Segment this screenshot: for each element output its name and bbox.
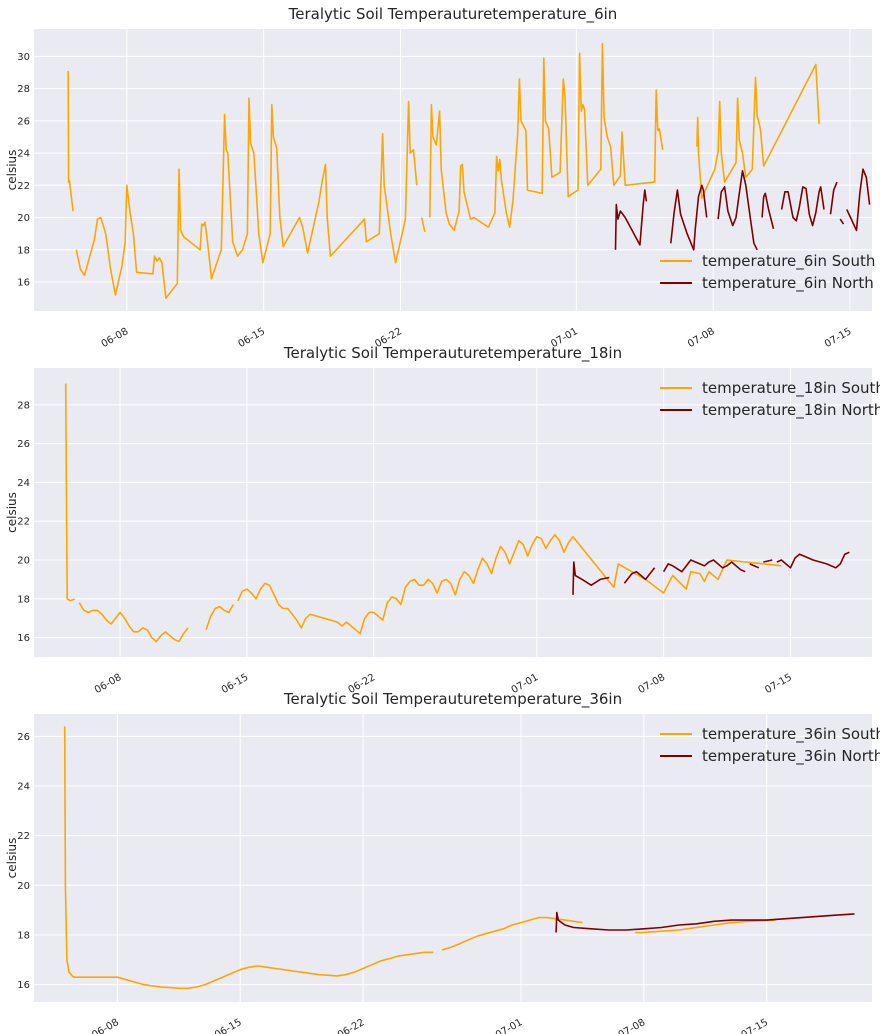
- y-axis-label: celsius: [5, 838, 19, 879]
- series-group: [67, 42, 871, 299]
- series-line: [67, 42, 820, 299]
- y-tick-label: 18: [17, 594, 30, 605]
- series-line: [64, 383, 782, 643]
- plot-background: [34, 714, 872, 1002]
- legend: temperature_6in South temperature_6in Nor…: [660, 252, 875, 293]
- x-tick-label: 07-08: [636, 672, 667, 696]
- y-tick-label: 28: [17, 84, 30, 95]
- legend-label: temperature_36in South: [702, 725, 880, 744]
- y-tick-label: 16: [17, 980, 30, 991]
- y-tick-label: 24: [17, 782, 30, 793]
- chart-title: Teralytic Soil Temperauturetemperature_6…: [288, 5, 618, 24]
- series-group: [63, 726, 855, 990]
- x-tick-label: 06-15: [213, 1017, 244, 1034]
- chart-title: Teralytic Soil Temperauturetemperature_3…: [283, 690, 622, 709]
- x-tick-label: 06-08: [93, 672, 124, 696]
- x-tick-label: 07-15: [763, 672, 794, 696]
- y-tick-label: 22: [17, 831, 30, 842]
- legend: temperature_36in South temperature_36in N…: [660, 725, 880, 766]
- y-tick-label: 24: [17, 478, 30, 489]
- x-tick-label: 07-15: [823, 326, 854, 350]
- y-tick-label: 20: [17, 556, 30, 567]
- x-tick-label: 06-08: [100, 326, 131, 350]
- y-tick-label: 30: [17, 52, 30, 63]
- series-line: [614, 168, 871, 251]
- y-tick-label: 28: [17, 400, 30, 411]
- y-tick-label: 24: [17, 149, 30, 160]
- series-line: [63, 726, 776, 990]
- legend: temperature_18in South temperature_18in N…: [660, 379, 880, 420]
- x-tick-label: 06-22: [336, 1017, 367, 1034]
- legend-label: temperature_6in South: [702, 252, 875, 271]
- legend-label: temperature_18in North: [702, 401, 880, 420]
- y-tick-label: 22: [17, 181, 30, 192]
- x-tick-label: 06-08: [90, 1017, 121, 1034]
- y-tick-label: 26: [17, 732, 30, 743]
- y-tick-label: 20: [17, 213, 30, 224]
- series-line: [555, 911, 855, 933]
- series-line: [572, 551, 850, 595]
- x-tick-label: 07-01: [494, 1017, 525, 1034]
- legend-label: temperature_36in North: [702, 747, 880, 766]
- y-axis-label: celsius: [5, 492, 19, 533]
- y-tick-label: 22: [17, 517, 30, 528]
- y-tick-label: 26: [17, 116, 30, 127]
- x-tick-label: 07-08: [686, 326, 717, 350]
- y-tick-label: 16: [17, 633, 30, 644]
- y-tick-label: 18: [17, 245, 30, 256]
- series-group: [64, 383, 850, 643]
- chart-panel-3: 16 18 20 22 24 26 06-08 06-15 06-22 07-01 07-08 07-…: [5, 690, 880, 1034]
- plot-background: [34, 368, 872, 657]
- x-tick-label: 06-15: [220, 672, 251, 696]
- y-tick-label: 20: [17, 881, 30, 892]
- chart-title: Teralytic Soil Temperauturetemperature_1…: [283, 344, 622, 363]
- legend-label: temperature_6in North: [702, 274, 874, 293]
- x-tick-label: 07-15: [740, 1017, 771, 1034]
- x-tick-label: 07-08: [617, 1017, 648, 1034]
- y-tick-label: 26: [17, 439, 30, 450]
- legend-label: temperature_18in South: [702, 379, 880, 398]
- y-tick-label: 16: [17, 277, 30, 288]
- x-tick-label: 06-15: [236, 326, 267, 350]
- y-axis-label: celsius: [5, 150, 19, 191]
- y-tick-label: 18: [17, 930, 30, 941]
